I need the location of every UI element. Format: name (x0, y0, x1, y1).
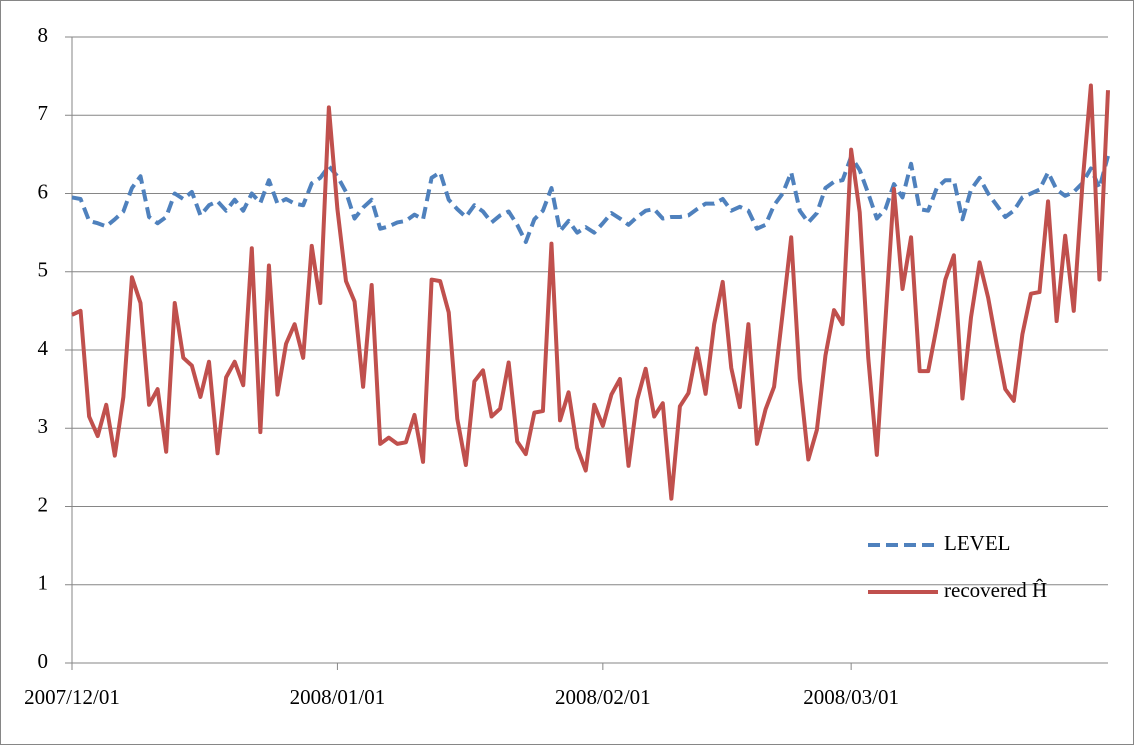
series-line (71, 83, 1110, 501)
x-tick-label: 2008/03/01 (803, 685, 899, 709)
y-tick-label: 4 (38, 336, 49, 360)
y-tick-label: 0 (38, 649, 49, 673)
y-tick-label: 5 (38, 258, 49, 282)
x-tick-label: 2008/02/01 (555, 685, 651, 709)
series-line (71, 154, 1110, 245)
y-tick-label: 8 (38, 23, 49, 47)
y-tick-label: 1 (38, 571, 49, 595)
y-tick-label: 3 (38, 414, 49, 438)
y-tick-label: 6 (38, 179, 49, 203)
legend-label: LEVEL (944, 531, 1010, 555)
y-tick-label: 7 (38, 101, 49, 125)
y-tick-label: 2 (38, 492, 49, 516)
x-tick-label: 2008/01/01 (290, 685, 386, 709)
x-tick-label: 2007/12/01 (24, 685, 120, 709)
legend-label: recovered Ĥ (944, 578, 1047, 602)
